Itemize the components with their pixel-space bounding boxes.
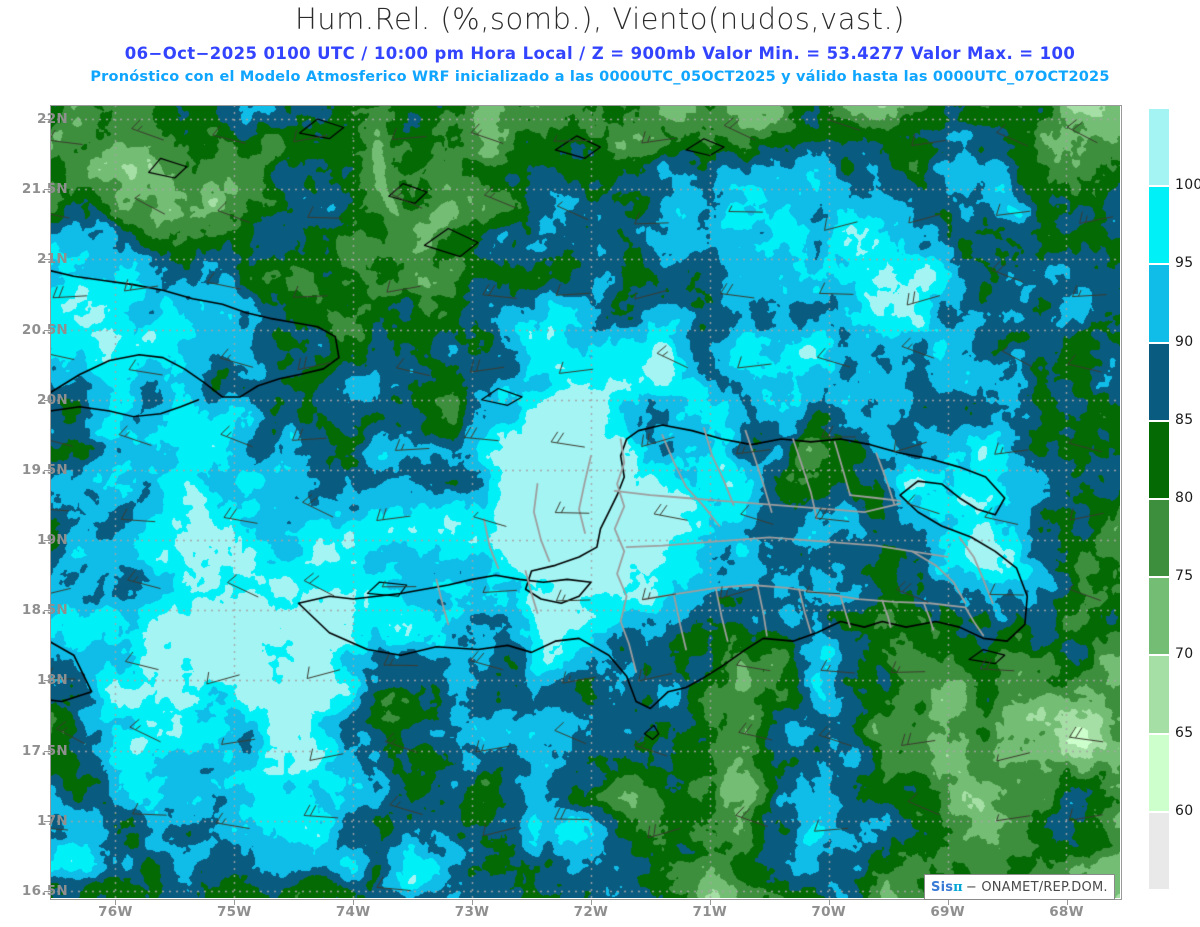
y-axis-tick-mark (44, 820, 50, 822)
y-axis-tick-label: 21N (37, 251, 68, 268)
x-axis-tick-mark (353, 899, 355, 905)
x-axis-tick-label: 72W (573, 904, 609, 920)
x-axis-tick-label: 75W (216, 904, 252, 920)
y-axis-tick-mark (44, 750, 50, 752)
watermark-badge: Sis π − ONAMET/REP.DOM. (924, 874, 1115, 900)
x-axis-tick-label: 76W (98, 904, 133, 920)
chart-header: Hum.Rel. (%,somb.), Viento(nudos,vast.) … (0, 0, 1200, 100)
colorbar-band (1148, 186, 1170, 265)
x-axis-tick-mark (472, 899, 474, 905)
y-axis-tick-mark (44, 890, 50, 892)
x-axis-tick-mark (828, 899, 830, 905)
colorbar-tick-label: 85 (1175, 411, 1194, 428)
colorbar-band (1148, 420, 1170, 499)
colorbar-tick-label: 70 (1175, 646, 1194, 663)
colorbar-tick-label: 90 (1175, 333, 1194, 350)
colorbar-band (1148, 108, 1170, 187)
y-axis-tick-mark (44, 259, 50, 261)
colorbar-band (1148, 811, 1170, 890)
colorbar-tick-label: 60 (1175, 802, 1194, 819)
y-axis-tick-label: 19N (37, 532, 68, 549)
chart-subtitle-secondary: Pronóstico con el Modelo Atmosferico WRF… (90, 69, 1110, 85)
x-axis-tick-mark (590, 899, 592, 905)
y-axis-tick-mark (44, 189, 50, 191)
watermark-brand: Sis (931, 879, 954, 895)
colorbar-band (1148, 499, 1170, 578)
watermark-agency: − ONAMET/REP.DOM. (965, 879, 1108, 895)
y-axis-tick-label: 17N (37, 812, 68, 829)
colorbar-band (1148, 577, 1170, 656)
x-axis-tick-mark (709, 899, 711, 905)
colorbar-tick-label: 65 (1175, 724, 1194, 741)
x-axis-tick-label: 74W (335, 904, 371, 920)
y-axis-tick-mark (44, 469, 50, 471)
chart-subtitle-primary: 06−Oct−2025 0100 UTC / 10:00 pm Hora Loc… (124, 44, 1076, 63)
x-axis-tick-label: 73W (454, 904, 490, 920)
y-axis-tick-label: 20N (37, 391, 68, 408)
y-axis-tick-mark (44, 399, 50, 401)
colorbar-band (1148, 655, 1170, 734)
colorbar-tick-label: 75 (1175, 568, 1194, 585)
colorbar[interactable] (1148, 108, 1170, 890)
y-axis-tick-mark (44, 329, 50, 331)
colorbar-band (1148, 733, 1170, 812)
y-axis-tick-label: 18N (37, 672, 68, 689)
colorbar-band (1148, 342, 1170, 421)
humidity-field-canvas (50, 105, 1120, 898)
y-axis-tick-mark (44, 680, 50, 682)
x-axis-tick-label: 69W (930, 904, 965, 920)
x-axis-tick-mark (1066, 899, 1068, 905)
y-axis-tick-mark (44, 540, 50, 542)
y-axis-tick-mark (44, 610, 50, 612)
x-axis-tick-mark (234, 899, 236, 905)
colorbar-band (1148, 264, 1170, 343)
map-plot-area[interactable] (50, 105, 1120, 898)
page-title: Hum.Rel. (%,somb.), Viento(nudos,vast.) (295, 2, 905, 36)
colorbar-tick-label: 95 (1175, 255, 1194, 272)
colorbar-tick-label: 100 (1175, 177, 1200, 194)
colorbar-tick-label: 80 (1175, 490, 1194, 506)
y-axis-tick-label: 22N (37, 111, 68, 128)
x-axis-tick-label: 68W (1049, 904, 1084, 920)
y-axis-tick-mark (44, 119, 50, 121)
watermark-pi-symbol: π (953, 879, 963, 895)
x-axis-tick-mark (115, 899, 117, 905)
x-axis-tick-mark (947, 899, 949, 905)
x-axis-tick-label: 71W (692, 904, 728, 920)
x-axis-tick-label: 70W (811, 904, 846, 920)
